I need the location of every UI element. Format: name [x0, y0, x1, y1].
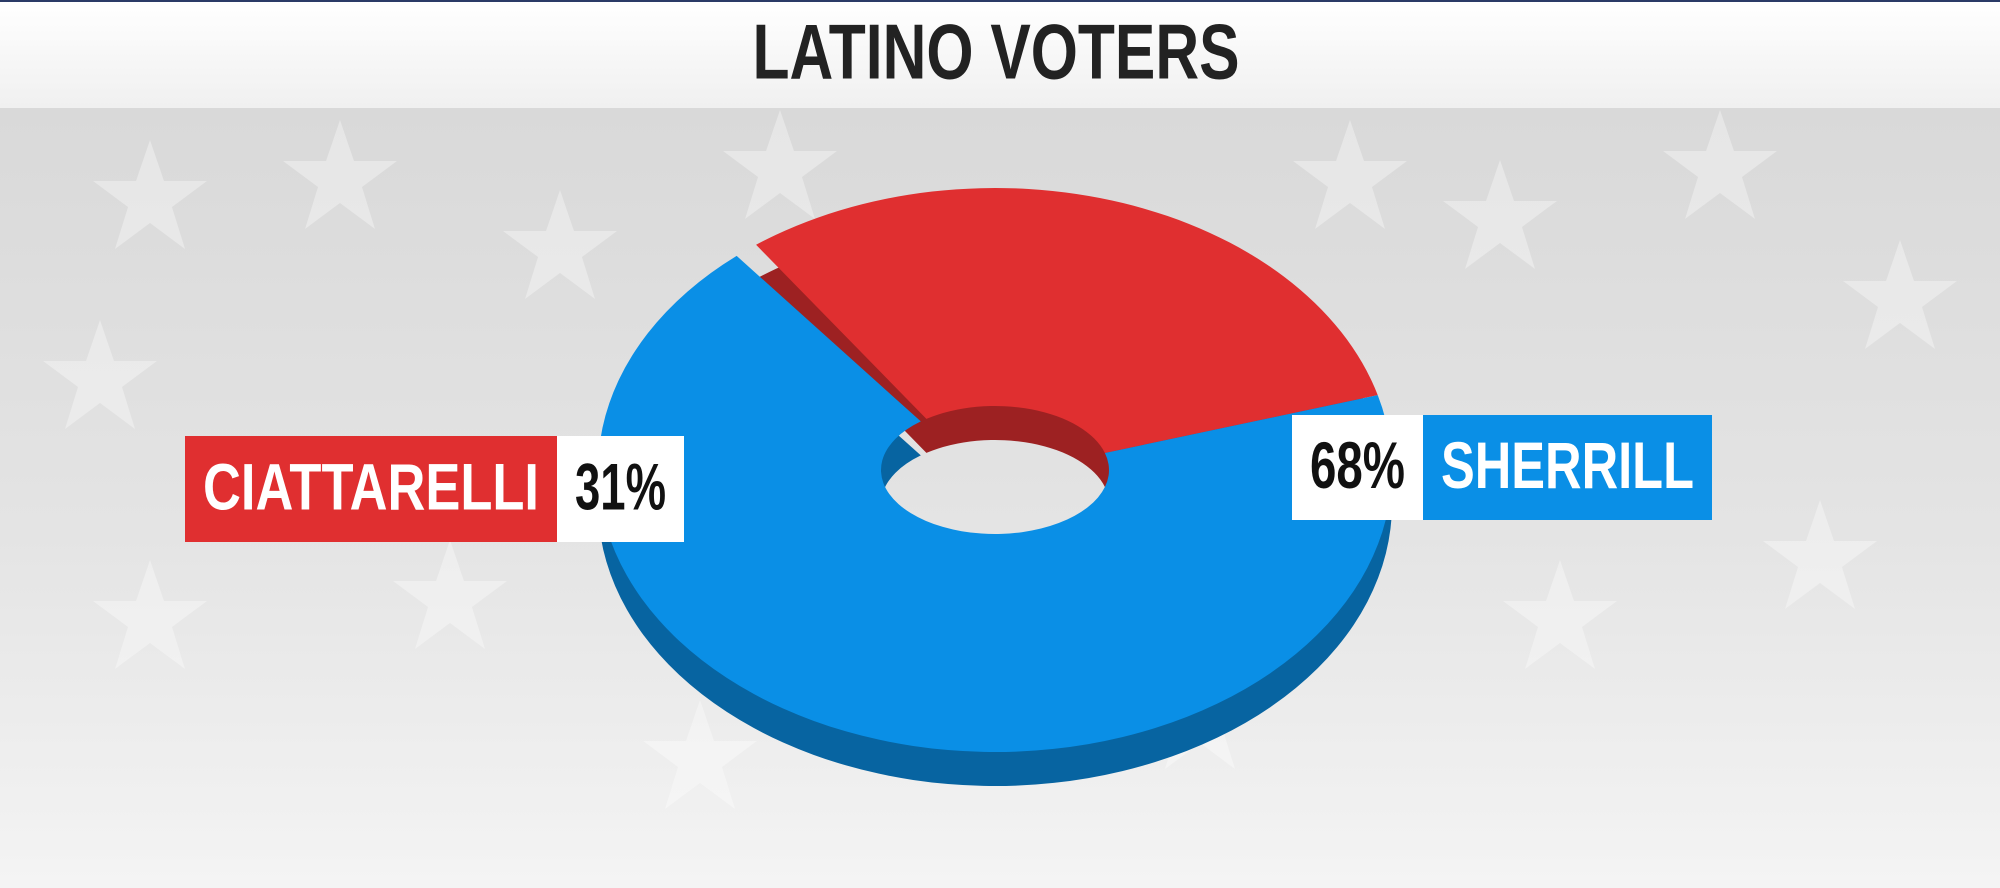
- label-name-box: [1423, 415, 1712, 520]
- title-bar: [0, 0, 2000, 108]
- value-label: 68%: [1310, 428, 1405, 502]
- top-border: [0, 0, 2000, 2]
- label-value-box: [557, 436, 684, 542]
- label-name-box: [185, 436, 557, 542]
- label-value-box: [1292, 415, 1423, 520]
- labels: CIATTARELLI 31% 68% SHERRILL: [185, 415, 1712, 542]
- slice-top: [756, 187, 1378, 454]
- slice-top: [597, 255, 1392, 752]
- legend-label: CIATTARELLI: [203, 449, 539, 523]
- legend-label: SHERRILL: [1441, 428, 1694, 502]
- value-label: 31%: [575, 449, 666, 523]
- chart-title: LATINO VOTERS: [753, 8, 1240, 96]
- pie-slice: [597, 255, 1392, 786]
- pie: [597, 187, 1392, 786]
